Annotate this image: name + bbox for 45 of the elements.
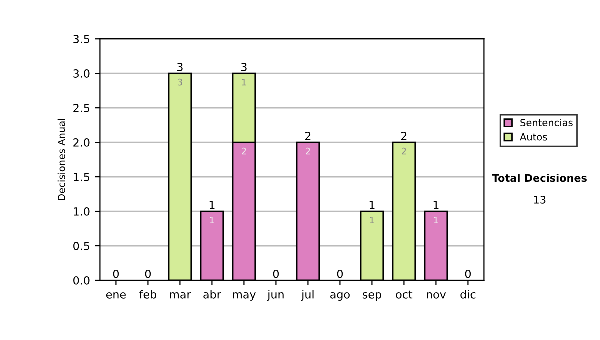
data-label: 3 [178,78,182,86]
y-tick-label: 1.5 [74,173,90,182]
x-tick-label: jul [301,290,314,301]
legend-label: Autos [520,134,548,141]
total-label: 1 [370,201,375,210]
x-tick-label: oct [396,290,413,299]
total-label: 3 [242,63,247,72]
total-label: 0 [337,270,343,278]
y-tick-label: 3.5 [74,35,90,44]
data-label: 1 [242,79,246,86]
data-label: 1 [210,216,214,224]
total-label: 1 [434,201,439,210]
y-tick-label: 0.0 [74,276,90,285]
x-tick-label: jun [267,290,284,301]
y-tick-label: 0.5 [74,242,90,250]
x-tick-label: ene [106,292,126,299]
y-axis-title: Decisiones Anual [58,119,66,200]
legend-label: Sentencias [520,118,573,127]
x-tick-label: abr [204,290,222,299]
data-label: 2 [306,148,310,155]
data-label: 2 [402,148,406,155]
data-label: 1 [370,216,374,224]
total-label: 0 [465,270,471,278]
y-tick-label: 2.0 [74,138,90,147]
x-tick-label: sep [362,292,382,301]
x-tick-label: dic [460,290,476,299]
total-label: 2 [305,132,311,140]
total-label: 2 [401,132,407,140]
y-tick-label: 1.0 [74,208,90,216]
total-label: 3 [178,63,183,72]
total-label: 0 [273,270,279,278]
total-label: 1 [210,201,215,210]
x-tick-label: ago [330,292,350,301]
y-tick-label: 2.5 [74,104,90,112]
y-tick-label: 3.0 [74,70,90,78]
x-tick-label: feb [140,290,156,299]
x-tick-label: nov [427,292,446,299]
total-label: 0 [113,270,119,278]
total-label: 0 [145,270,151,278]
text: 13 [534,196,546,204]
x-tick-label: may [233,292,256,301]
text: Total Decisiones [492,174,587,182]
data-label: 1 [434,216,438,224]
data-label: 2 [242,148,246,155]
x-tick-label: mar [170,292,192,299]
